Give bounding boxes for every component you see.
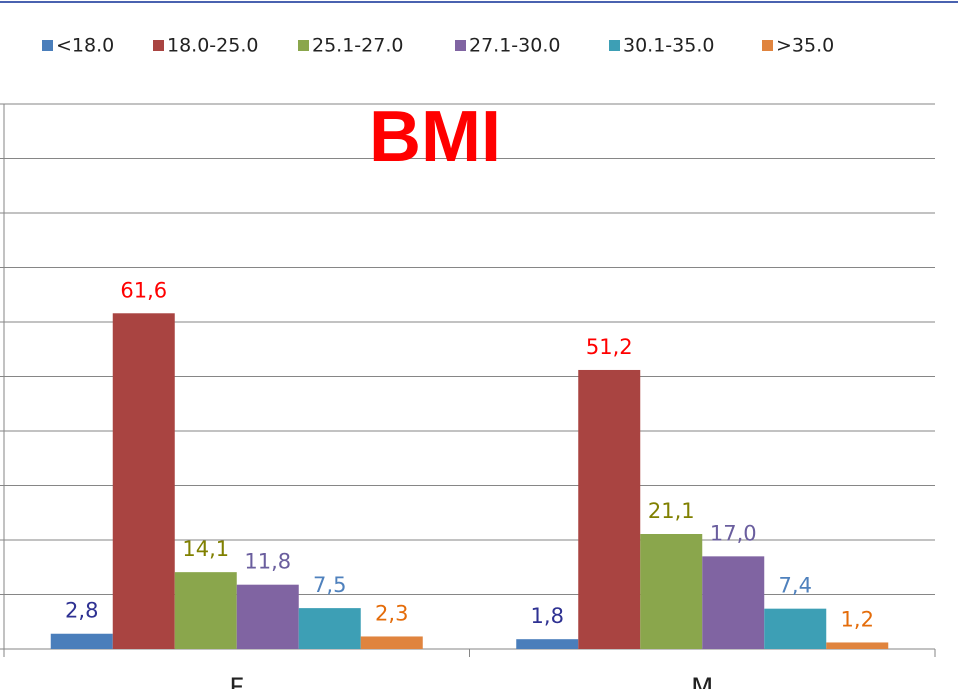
legend-label: >35.0 <box>776 35 834 57</box>
data-label: 51,2 <box>586 335 633 359</box>
bar <box>298 608 361 649</box>
x-tick-label: M <box>691 674 713 689</box>
bar <box>360 636 423 649</box>
bar <box>702 556 765 649</box>
data-label: 17,0 <box>710 521 757 545</box>
data-label: 7,4 <box>779 574 812 598</box>
data-label: 14,1 <box>182 537 229 561</box>
legend-swatch <box>609 40 620 51</box>
data-label: 1,2 <box>841 607 874 631</box>
data-label: 1,8 <box>531 604 564 628</box>
bar <box>50 633 113 649</box>
chart-title: BMI <box>369 97 501 177</box>
bar <box>826 642 889 649</box>
legend-swatch <box>298 40 309 51</box>
data-label: 2,3 <box>375 601 408 625</box>
x-tick-label: F <box>229 674 244 689</box>
data-label: 7,5 <box>313 573 346 597</box>
bar <box>516 639 579 649</box>
data-label: 61,6 <box>120 278 167 302</box>
legend-swatch <box>455 40 466 51</box>
bar <box>112 313 175 649</box>
legend-label: <18.0 <box>56 35 114 57</box>
bar <box>578 369 641 649</box>
bar <box>764 608 827 649</box>
data-label: 2,8 <box>65 599 98 623</box>
data-label: 11,8 <box>244 550 291 574</box>
legend-label: 27.1-30.0 <box>469 35 560 57</box>
bar <box>640 534 703 649</box>
bar <box>174 572 237 649</box>
bar <box>236 584 299 649</box>
legend-swatch <box>42 40 53 51</box>
legend-label: 30.1-35.0 <box>623 35 714 57</box>
data-label: 21,1 <box>648 499 695 523</box>
legend-swatch <box>153 40 164 51</box>
legend-label: 25.1-27.0 <box>312 35 403 57</box>
legend-swatch <box>762 40 773 51</box>
legend-label: 18.0-25.0 <box>167 35 258 57</box>
